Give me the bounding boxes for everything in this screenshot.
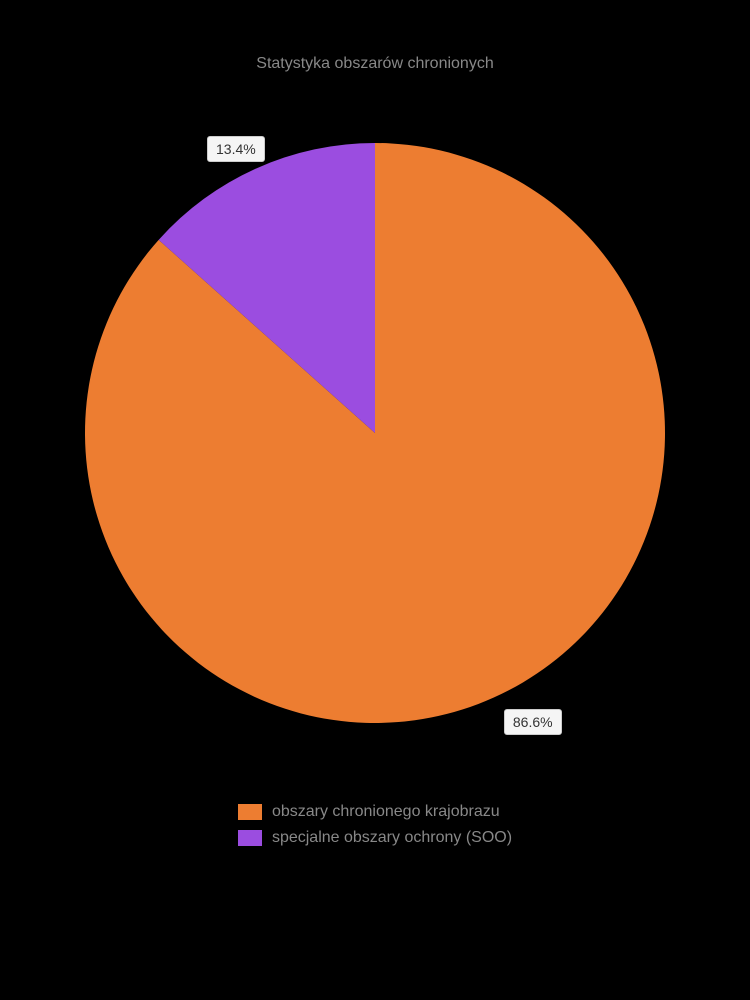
pie-chart [75, 133, 675, 733]
chart-title: Statystyka obszarów chronionych [256, 55, 493, 73]
slice-label-small: 13.4% [207, 136, 265, 162]
chart-legend: obszary chronionego krajobrazu specjalne… [238, 803, 512, 847]
legend-label: obszary chronionego krajobrazu [272, 803, 500, 821]
slice-label-large: 86.6% [504, 709, 562, 735]
legend-swatch [238, 830, 262, 846]
legend-swatch [238, 804, 262, 820]
legend-label: specjalne obszary ochrony (SOO) [272, 829, 512, 847]
legend-item: obszary chronionego krajobrazu [238, 803, 500, 821]
legend-item: specjalne obszary ochrony (SOO) [238, 829, 512, 847]
pie-chart-container: 86.6% 13.4% [75, 133, 675, 733]
